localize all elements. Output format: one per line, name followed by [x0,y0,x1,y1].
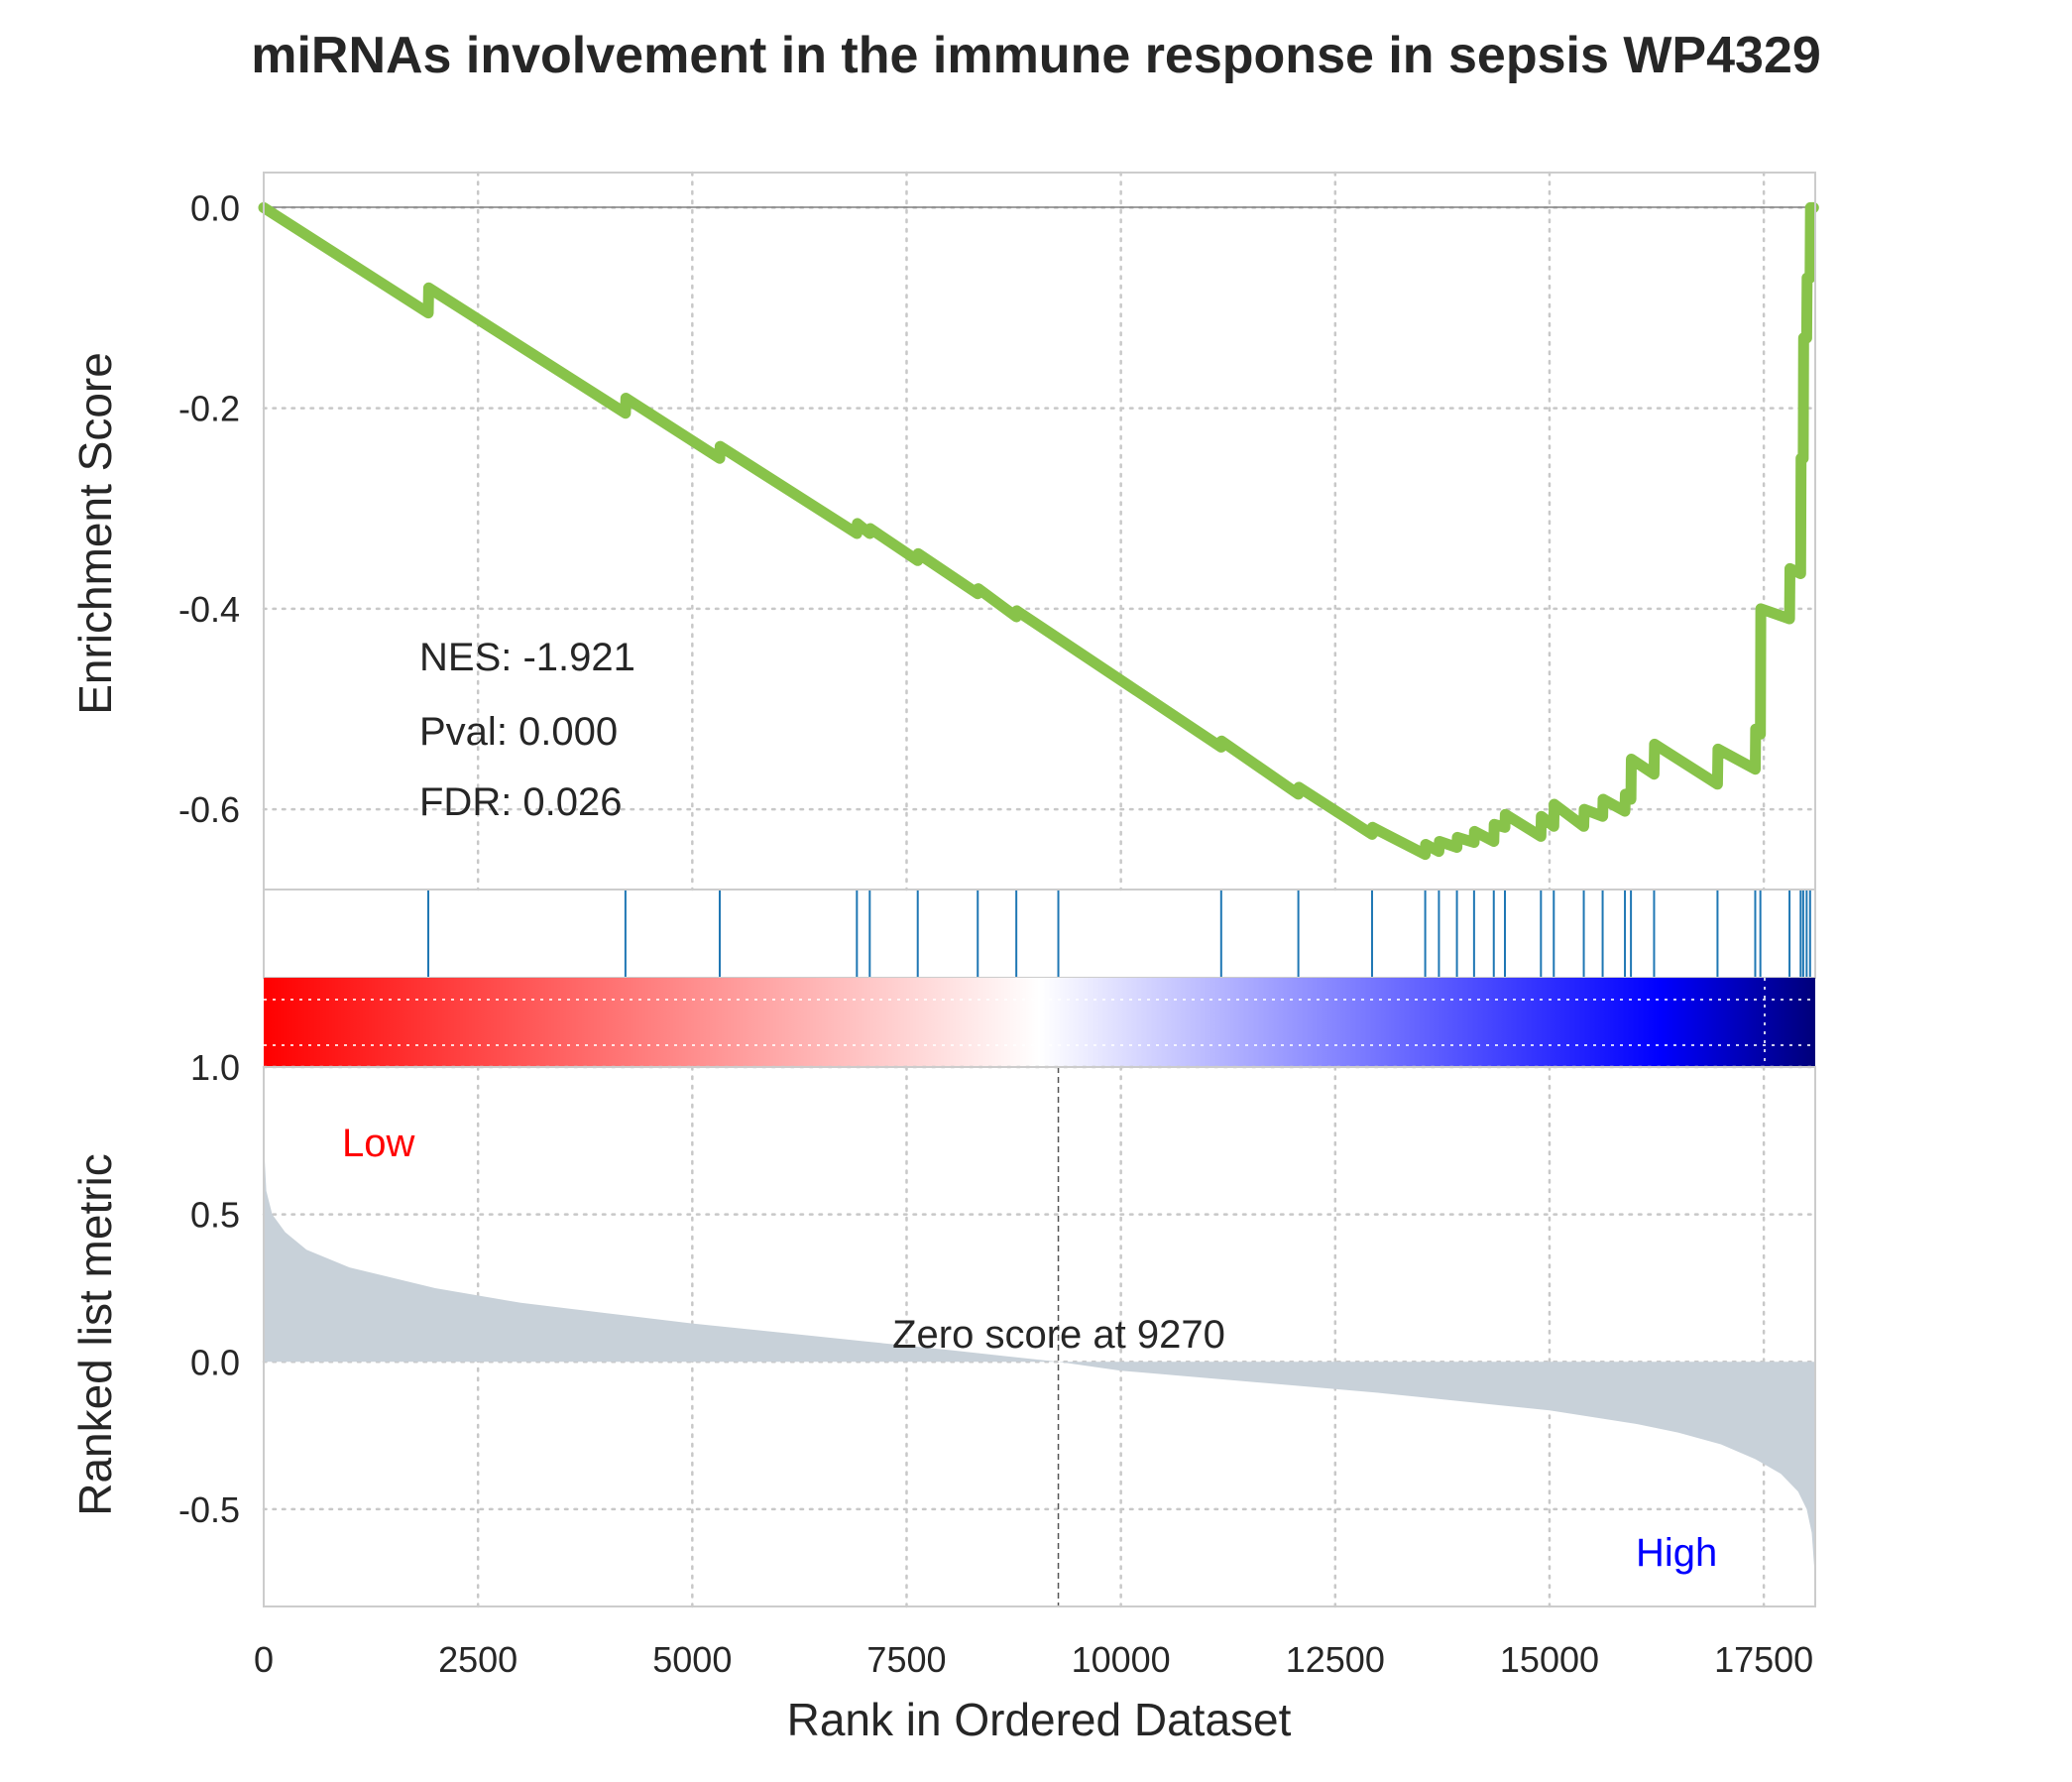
hits-panel [263,889,1816,979]
enrichment-y-ticks: 0.0 -0.2 -0.4 -0.6 [178,187,240,830]
high-label: High [1636,1531,1717,1575]
heatmap-panel [264,978,1815,1067]
x-tick-label: 0 [254,1639,274,1680]
low-label: Low [342,1122,414,1165]
y-tick-label: 0.0 [190,187,240,228]
y-tick-label: 0.0 [190,1342,240,1382]
x-axis-label: Rank in Ordered Dataset [787,1694,1292,1745]
y-tick-label: -0.4 [178,589,240,630]
y-tick-label: -0.6 [178,789,240,830]
x-tick-label: 2500 [438,1639,518,1680]
x-tick-label: 7500 [866,1639,946,1680]
nes-annotation: NES: -1.921 [419,636,635,679]
x-tick-label: 17500 [1714,1639,1813,1680]
zero-score-label: Zero score at 9270 [892,1313,1225,1357]
y-tick-label: -0.5 [178,1489,240,1530]
chart-title: miRNAs involvement in the immune respons… [251,27,1821,84]
y-tick-label: 0.5 [190,1195,240,1236]
ranked-y-ticks: 1.0 0.5 0.0 -0.5 [178,1047,240,1530]
x-axis-ticks: 0 2500 5000 7500 10000 12500 15000 17500 [254,1639,1813,1680]
hits-panel-frame [263,889,1816,979]
ranked-panel: Zero score at 9270 Low High 1.0 0.5 0.0 -0.… [69,1047,1817,1608]
rank-color-bar [264,978,1815,1067]
x-tick-label: 10000 [1072,1639,1171,1680]
x-tick-label: 15000 [1500,1639,1599,1680]
y-tick-label: -0.2 [178,389,240,429]
enrichment-panel: 0.0-0.2-0.4-0.6 NES: -1.921 Pval: 0.000 … [69,171,1819,891]
y-tick-label: 1.0 [190,1047,240,1088]
x-tick-label: 5000 [652,1639,732,1680]
ranked-metric-area [264,1140,1815,1593]
x-tick-label: 12500 [1286,1639,1385,1680]
fdr-annotation: FDR: 0.026 [419,780,623,824]
pval-annotation: Pval: 0.000 [419,710,618,754]
ranked-panel-frame [263,1066,1816,1607]
enrichment-score-line [258,201,1819,861]
ranked-y-axis-label: Ranked list metric [69,1153,121,1516]
enrichment-y-axis-label: Enrichment Score [69,352,121,715]
gene-hits [427,890,1811,978]
